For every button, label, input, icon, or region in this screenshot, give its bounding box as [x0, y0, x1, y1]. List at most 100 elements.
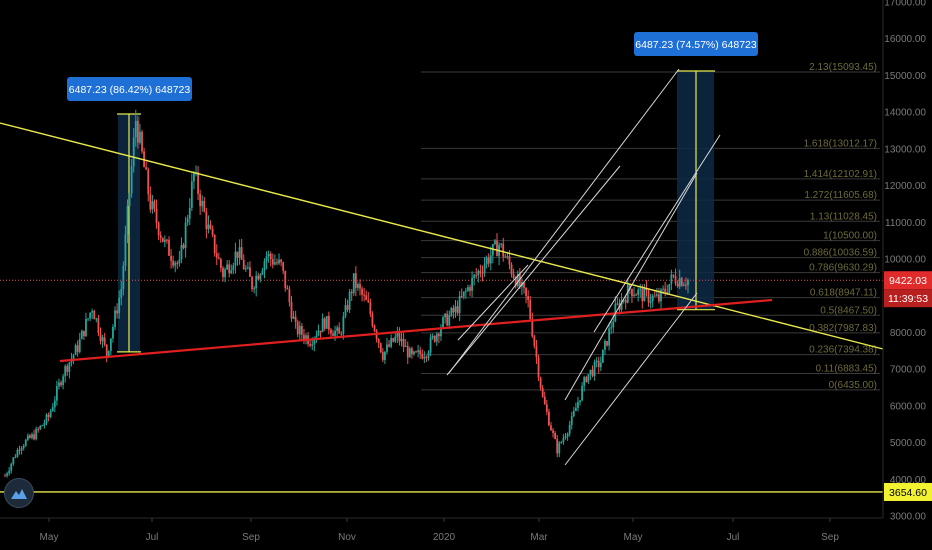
candle-body	[330, 329, 332, 334]
candle-body	[234, 251, 237, 266]
candle-body	[595, 360, 598, 362]
candle-body	[118, 297, 121, 314]
y-tick-label: 13000.00	[884, 144, 926, 155]
candle-body	[201, 200, 204, 207]
candle-body	[404, 345, 407, 347]
candle-body	[76, 345, 79, 352]
candle-body	[687, 279, 689, 286]
candle-body	[311, 344, 314, 346]
candle-body	[240, 247, 243, 260]
candle-body	[388, 344, 390, 347]
candle-body	[637, 289, 640, 295]
candle-body	[653, 295, 656, 297]
candle-body	[548, 411, 550, 426]
candle-body	[577, 402, 579, 408]
candle-body	[429, 337, 432, 353]
candle-body	[178, 259, 181, 264]
candle-body	[670, 274, 673, 284]
channel-line	[448, 68, 680, 374]
candle-body	[269, 253, 272, 260]
measure-callout-text: 6487.23 (74.57%) 648723	[635, 39, 757, 51]
candle-body	[313, 338, 316, 345]
candle-body	[655, 294, 658, 296]
candle-body	[469, 287, 471, 291]
candle-body	[685, 284, 687, 286]
candle-body	[300, 325, 303, 335]
candle-body	[62, 376, 65, 385]
x-tick-label: Jul	[146, 532, 159, 543]
x-tick-label: Sep	[821, 532, 839, 543]
candle-body	[273, 262, 276, 265]
candle-body	[315, 335, 318, 339]
candle-body	[410, 348, 413, 355]
candle-body	[259, 274, 262, 280]
candle-body	[78, 339, 81, 352]
candle-body	[153, 201, 156, 209]
candle-body	[554, 432, 557, 440]
candle-body	[587, 374, 590, 382]
candle-body	[16, 449, 19, 457]
candle-body	[390, 338, 393, 347]
candle-body	[319, 330, 322, 333]
candle-body	[566, 433, 569, 437]
candle-body	[10, 463, 13, 471]
candle-body	[132, 137, 135, 167]
channel-line	[593, 134, 721, 333]
candle-body	[87, 318, 89, 320]
candle-body	[18, 449, 21, 451]
candle-body	[112, 327, 114, 339]
candle-body	[284, 270, 287, 288]
candle-body	[543, 396, 546, 405]
candle-body	[398, 331, 401, 342]
rising-trendline	[59, 298, 773, 363]
y-tick-label: 16000.00	[884, 34, 926, 45]
fib-level-label: 0.5(8467.50)	[820, 305, 877, 316]
candle-body	[95, 318, 98, 320]
candle-body	[325, 315, 328, 329]
candle-body	[211, 228, 214, 235]
candle-body	[157, 222, 160, 236]
logo-icon[interactable]	[4, 478, 34, 508]
candle-body	[91, 311, 94, 313]
candle-body	[37, 428, 40, 430]
x-tick-label: Sep	[242, 532, 260, 543]
candle-body	[593, 361, 596, 376]
candle-body	[610, 327, 613, 329]
candle-body	[321, 318, 324, 333]
fib-level-label: 1.13(11028.45)	[810, 211, 877, 222]
candle-body	[649, 301, 652, 303]
candle-body	[437, 333, 440, 337]
candle-body	[460, 296, 463, 298]
candle-body	[423, 356, 426, 359]
candle-body	[427, 352, 430, 358]
candle-body	[421, 354, 424, 359]
y-axis: 3000.00 4000.00 5000.00 6000.00 7000.00 8000.…	[882, 0, 927, 523]
candle-body	[22, 445, 25, 449]
candle-body	[662, 288, 664, 290]
y-tick-label: 4000.00	[890, 475, 927, 486]
candle-body	[523, 282, 525, 288]
price-tag-text: 9422.03	[889, 275, 927, 287]
candle-body	[560, 441, 563, 443]
candle-body	[265, 256, 268, 262]
candle-body	[161, 237, 164, 242]
candle-body	[45, 414, 48, 424]
candle-body	[562, 438, 565, 442]
candle-body	[224, 269, 226, 278]
candle-body	[99, 333, 102, 342]
candle-body	[298, 325, 301, 335]
x-axis: May Jul Sep Nov 2020 Mar May Jul Sep	[0, 517, 883, 543]
candle-body	[512, 274, 515, 278]
candle-body	[159, 235, 162, 238]
candle-body	[431, 335, 434, 338]
candle-body	[680, 278, 683, 286]
candle-body	[408, 348, 411, 358]
candle-body	[624, 300, 627, 303]
candle-body	[377, 338, 380, 344]
candle-body	[672, 274, 675, 276]
candle-body	[440, 327, 442, 337]
candle-body	[489, 255, 492, 264]
candle-body	[487, 257, 490, 264]
y-tick-label: 15000.00	[884, 71, 926, 82]
